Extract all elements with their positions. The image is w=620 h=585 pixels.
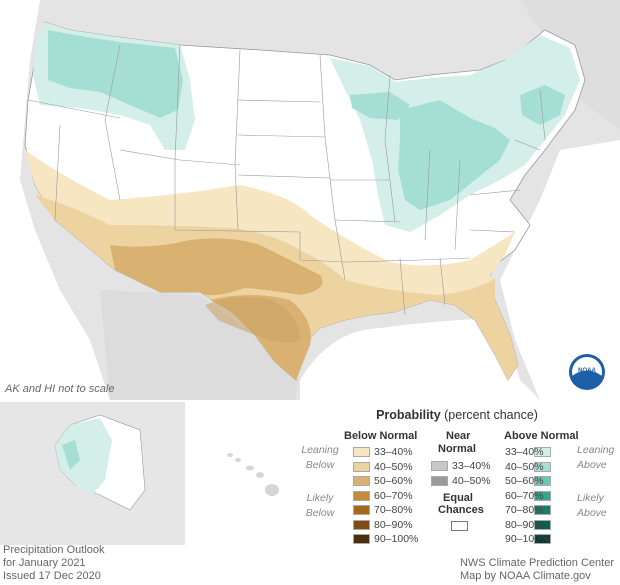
below-swatch xyxy=(353,490,370,501)
above-label: 40–50% xyxy=(505,460,544,473)
below-swatch xyxy=(353,505,370,515)
legend-title: Probability (percent chance) xyxy=(376,408,538,422)
equal-chances-label: Equal Chances xyxy=(438,492,484,516)
near-normal-header-line2: Normal xyxy=(438,443,476,455)
likely-above-label: Likely Above xyxy=(577,492,607,519)
below-swatch xyxy=(353,519,370,530)
above-label: 80–90% xyxy=(505,518,544,531)
above-label: 60–70% xyxy=(505,489,544,502)
not-to-scale-note: AK and HI not to scale xyxy=(5,383,115,395)
below-label: 90–100% xyxy=(374,533,419,545)
below-normal-header: Below Normal xyxy=(344,430,418,442)
likely-below-label: Likely Below xyxy=(305,492,335,519)
outlook-title: Precipitation Outlook xyxy=(3,544,105,556)
below-label: 33–40% xyxy=(374,446,413,458)
below-swatch xyxy=(353,534,370,544)
credit-climate-gov: Map by NOAA Climate.gov xyxy=(459,570,591,582)
issued-date: Issued 17 Dec 2020 xyxy=(3,570,101,582)
below-swatch xyxy=(353,461,370,472)
below-label: 40–50% xyxy=(374,460,413,473)
near-swatch xyxy=(431,475,448,486)
noaa-logo-text: NOAA xyxy=(578,368,596,374)
noaa-logo: NOAA xyxy=(569,354,605,390)
leaning-below-label: Leaning Below xyxy=(301,444,339,471)
outlook-period: for January 2021 xyxy=(3,557,86,569)
below-label: 60–70% xyxy=(374,489,413,502)
above-swatch xyxy=(534,476,551,486)
credit-cpc: NWS Climate Prediction Center xyxy=(459,557,614,569)
below-label: 80–90% xyxy=(374,518,413,531)
legend: Probability (percent chance) Below Norma… xyxy=(298,402,616,546)
near-normal-header-line1: Near xyxy=(446,430,471,442)
above-swatch xyxy=(534,519,551,530)
leaning-above-label: Leaning Above xyxy=(577,444,615,471)
above-label: 70–80% xyxy=(505,504,544,516)
above-label: 50–60% xyxy=(505,475,544,487)
above-swatch xyxy=(534,490,551,501)
above-normal-header: Above Normal xyxy=(504,430,579,442)
above-swatch xyxy=(534,534,551,544)
near-label: 33–40% xyxy=(452,460,491,472)
near-label: 40–50% xyxy=(452,474,491,487)
above-swatch xyxy=(534,461,551,472)
equal-chances-swatch xyxy=(451,521,468,531)
below-label: 50–60% xyxy=(374,475,413,487)
above-label: 33–40% xyxy=(505,446,544,458)
below-swatch xyxy=(353,447,370,457)
footer-right: NWS Climate Prediction Center Map by NOA… xyxy=(460,557,614,583)
above-label: 90–100% xyxy=(505,533,550,545)
near-swatch xyxy=(431,461,448,471)
below-label: 70–80% xyxy=(374,504,413,516)
below-swatch xyxy=(353,476,370,486)
above-swatch xyxy=(534,447,551,457)
above-swatch xyxy=(534,505,551,515)
footer-left: Precipitation Outlook for January 2021 I… xyxy=(3,544,105,583)
